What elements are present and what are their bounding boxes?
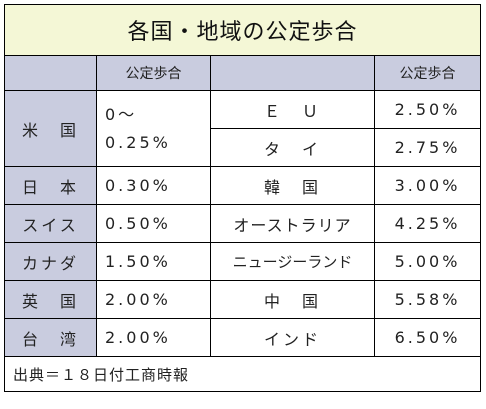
rate-uk: 2.00%: [96, 280, 211, 319]
header-empty-left: [4, 55, 97, 91]
rate-japan: 0.30%: [96, 166, 211, 205]
country-usa: 米 国: [4, 90, 97, 167]
country-uk: 英 国: [4, 280, 97, 319]
country-india: インド: [210, 318, 375, 357]
country-thailand: タ イ: [210, 128, 375, 167]
rate-korea: 3.00%: [373, 166, 482, 205]
header-rate-right: 公定歩合: [373, 55, 482, 91]
rate-usa-line2: 0.25%: [105, 132, 171, 152]
rate-canada: 1.50%: [96, 242, 211, 281]
rate-switzerland: 0.50%: [96, 204, 211, 243]
rate-usa: 0～ 0.25%: [96, 90, 211, 167]
country-japan: 日 本: [4, 166, 97, 205]
country-eu: Ｅ Ｕ: [210, 90, 375, 129]
header-empty-right: [210, 55, 375, 91]
rate-australia: 4.25%: [373, 204, 482, 243]
country-australia: オーストラリア: [210, 204, 375, 243]
country-korea: 韓 国: [210, 166, 375, 205]
rate-thailand: 2.75%: [373, 128, 482, 167]
rate-usa-line1: 0～: [105, 104, 138, 124]
rate-india: 6.50%: [373, 318, 482, 357]
rate-china: 5.58%: [373, 280, 482, 319]
country-china: 中 国: [210, 280, 375, 319]
country-new-zealand: ニュージーランド: [210, 242, 375, 281]
source-note: 出典＝１８日付工商時報: [3, 356, 482, 392]
rates-table-container: 各国・地域の公定歩合 公定歩合 公定歩合 米 国 0～ 0.25% Ｅ Ｕ 2.…: [3, 4, 482, 392]
table-title: 各国・地域の公定歩合: [3, 4, 482, 56]
header-rate-left: 公定歩合: [96, 55, 211, 91]
rate-taiwan: 2.00%: [96, 318, 211, 357]
country-taiwan: 台 湾: [4, 318, 97, 357]
country-switzerland: スイス: [4, 204, 97, 243]
rate-new-zealand: 5.00%: [373, 242, 482, 281]
country-canada: カナダ: [4, 242, 97, 281]
rate-eu: 2.50%: [373, 90, 482, 129]
policy-rate-table: 各国・地域の公定歩合 公定歩合 公定歩合 米 国 0～ 0.25% Ｅ Ｕ 2.…: [3, 4, 482, 392]
